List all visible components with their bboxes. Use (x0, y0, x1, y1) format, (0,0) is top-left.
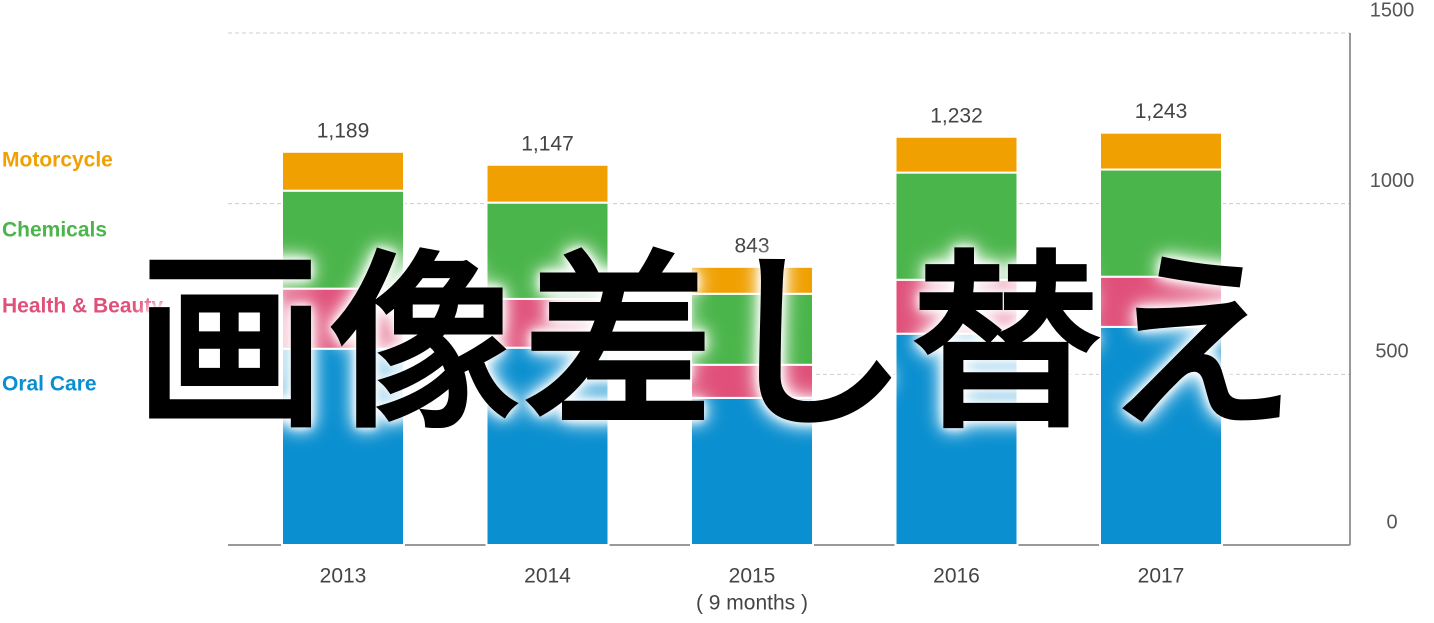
total-label: 1,189 (317, 119, 370, 142)
bar-segment (894, 332, 1019, 546)
bar-segment (1099, 131, 1223, 171)
y-tick-label: 1500 (1370, 0, 1415, 21)
bar-segment (690, 363, 814, 399)
bar-segment (894, 135, 1019, 174)
legend-label: Motorcycle (2, 149, 113, 172)
x-tick-label: 2013 (320, 565, 367, 588)
bar-segment (281, 150, 405, 192)
y-tick-label: 0 (1386, 511, 1397, 533)
bar-segment (1099, 325, 1223, 546)
bar-segment (485, 297, 610, 349)
x-tick-label: 2014 (524, 565, 571, 588)
total-label: 1,232 (930, 104, 983, 127)
total-label: 843 (734, 234, 769, 257)
bar-segment (281, 287, 405, 350)
x-tick-label: 2015 (729, 565, 776, 588)
bar-segment (281, 347, 405, 546)
total-label: 1,147 (521, 132, 574, 155)
bar-segment (894, 171, 1019, 281)
y-tick-label: 1000 (1370, 170, 1415, 192)
x-tick-label: 2016 (933, 565, 980, 588)
x-tick-label: 2017 (1138, 565, 1185, 588)
total-label: 1,243 (1135, 100, 1188, 123)
bar-segment (1099, 168, 1223, 278)
bar-segment (1099, 275, 1223, 328)
legend-label: Oral Care (2, 373, 97, 396)
y-tick-label: 500 (1375, 341, 1408, 363)
x-tick-note: ( 9 months ) (696, 592, 808, 615)
bar-segment (485, 201, 610, 300)
bar-segment (485, 346, 610, 546)
bar-segment (485, 163, 610, 204)
bar-segment (894, 278, 1019, 335)
legend-label: Chemicals (2, 219, 107, 242)
bar-segment (690, 265, 814, 295)
bar-segment (690, 396, 814, 547)
bar-segment (281, 189, 405, 290)
legend-label: Health & Beauty (2, 295, 163, 318)
bar-segment (690, 292, 814, 366)
